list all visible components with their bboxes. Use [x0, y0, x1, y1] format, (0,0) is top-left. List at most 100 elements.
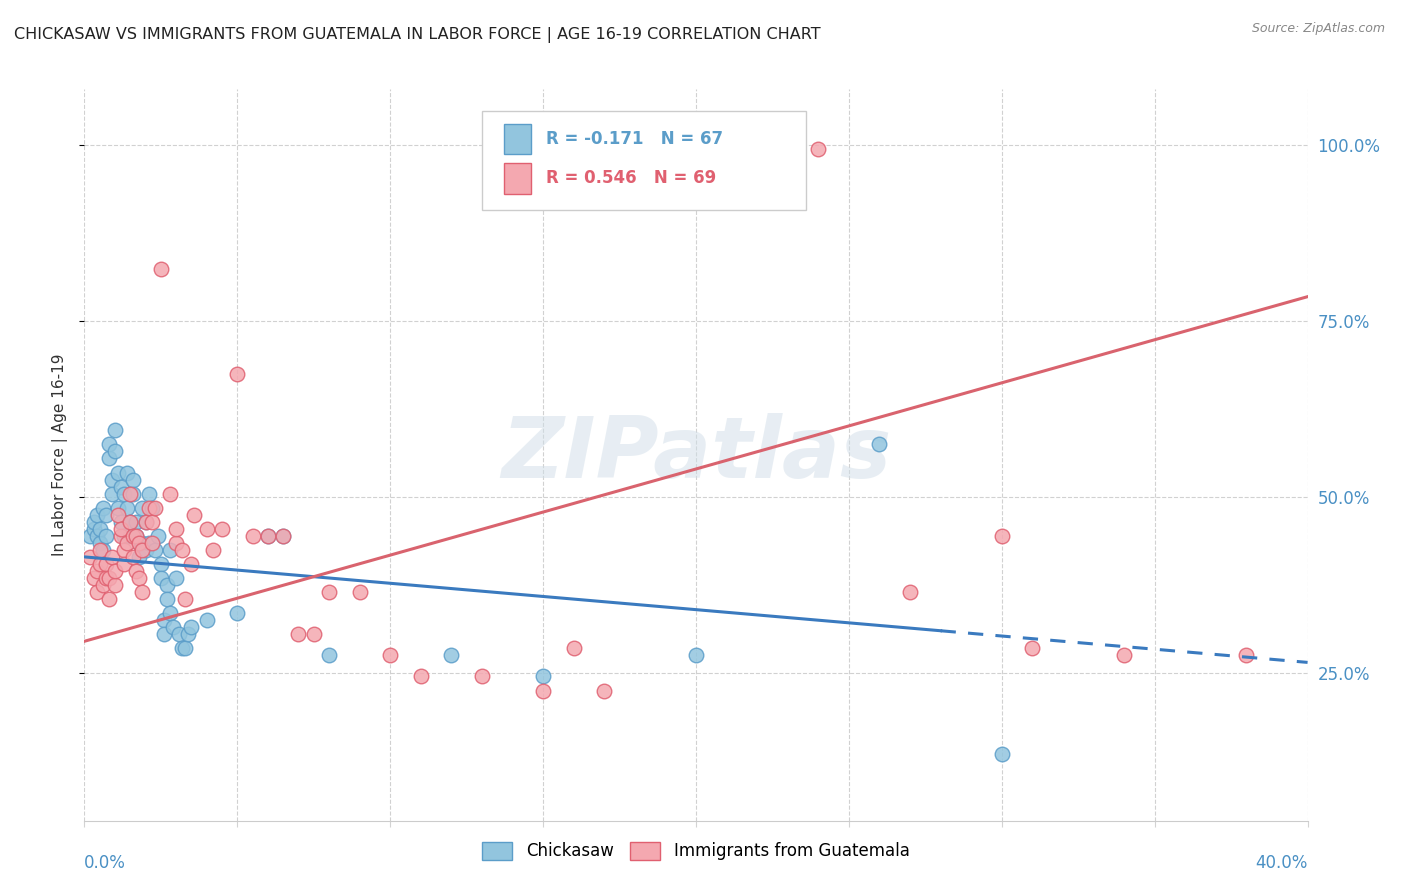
Point	[97, 571, 120, 585]
Point	[89, 536, 111, 550]
Point	[1236, 648, 1258, 663]
Point	[776, 138, 799, 153]
Text: 40.0%: 40.0%	[1256, 854, 1308, 871]
Point	[211, 522, 233, 536]
FancyBboxPatch shape	[503, 163, 531, 194]
Point	[91, 500, 114, 515]
Text: 0.0%: 0.0%	[84, 854, 127, 871]
Point	[685, 138, 707, 153]
Point	[89, 522, 111, 536]
Point	[180, 557, 202, 571]
Point	[94, 529, 117, 543]
Point	[122, 473, 145, 487]
Text: R = 0.546   N = 69: R = 0.546 N = 69	[546, 169, 716, 187]
Point	[165, 571, 187, 585]
Point	[104, 444, 127, 458]
Point	[172, 542, 194, 557]
Point	[162, 620, 184, 634]
Point	[125, 564, 148, 578]
Text: ZIPatlas: ZIPatlas	[501, 413, 891, 497]
Point	[101, 486, 124, 500]
Text: CHICKASAW VS IMMIGRANTS FROM GUATEMALA IN LABOR FORCE | AGE 16-19 CORRELATION CH: CHICKASAW VS IMMIGRANTS FROM GUATEMALA I…	[14, 27, 821, 43]
Point	[128, 536, 150, 550]
Point	[115, 466, 138, 480]
Point	[135, 515, 157, 529]
Point	[226, 367, 249, 381]
Point	[104, 578, 127, 592]
Point	[143, 500, 166, 515]
Point	[991, 529, 1014, 543]
Point	[153, 627, 176, 641]
Point	[165, 536, 187, 550]
Point	[287, 627, 309, 641]
Point	[94, 508, 117, 522]
Point	[562, 641, 585, 656]
Point	[86, 564, 108, 578]
Point	[125, 529, 148, 543]
Point	[110, 515, 132, 529]
Point	[271, 529, 294, 543]
Point	[83, 522, 105, 536]
Point	[79, 549, 101, 564]
Point	[409, 669, 432, 683]
Point	[94, 571, 117, 585]
Point	[1114, 648, 1136, 663]
Point	[1021, 641, 1043, 656]
Point	[125, 529, 148, 543]
Point	[318, 648, 340, 663]
Point	[257, 529, 280, 543]
Point	[83, 571, 105, 585]
Point	[146, 529, 169, 543]
Point	[131, 536, 153, 550]
Point	[318, 585, 340, 599]
FancyBboxPatch shape	[482, 112, 806, 210]
Point	[380, 648, 402, 663]
Point	[685, 648, 707, 663]
Point	[79, 529, 101, 543]
Point	[172, 641, 194, 656]
Point	[183, 508, 205, 522]
Point	[531, 669, 554, 683]
Point	[141, 515, 163, 529]
Point	[97, 437, 120, 451]
Point	[593, 683, 616, 698]
Y-axis label: In Labor Force | Age 16-19: In Labor Force | Age 16-19	[52, 353, 69, 557]
Point	[112, 542, 135, 557]
Point	[174, 641, 197, 656]
Point	[83, 515, 105, 529]
Point	[86, 508, 108, 522]
Point	[898, 585, 921, 599]
Point	[138, 486, 160, 500]
Point	[89, 542, 111, 557]
Point	[141, 500, 163, 515]
Point	[195, 613, 218, 627]
Point	[131, 585, 153, 599]
Point	[89, 557, 111, 571]
Point	[349, 585, 371, 599]
Point	[159, 486, 181, 500]
Legend: Chickasaw, Immigrants from Guatemala: Chickasaw, Immigrants from Guatemala	[475, 835, 917, 867]
Point	[440, 648, 463, 663]
Point	[120, 486, 142, 500]
Point	[138, 500, 160, 515]
Point	[131, 500, 153, 515]
Point	[125, 515, 148, 529]
Point	[110, 479, 132, 493]
Point	[122, 486, 145, 500]
Point	[149, 571, 172, 585]
Point	[101, 473, 124, 487]
Point	[257, 529, 280, 543]
Point	[159, 606, 181, 620]
Point	[120, 529, 142, 543]
Point	[131, 542, 153, 557]
Point	[531, 683, 554, 698]
Point	[271, 529, 294, 543]
Point	[201, 542, 224, 557]
Point	[156, 592, 179, 607]
Point	[115, 536, 138, 550]
Point	[122, 549, 145, 564]
Point	[159, 542, 181, 557]
Point	[167, 627, 190, 641]
Point	[115, 500, 138, 515]
Point	[112, 486, 135, 500]
